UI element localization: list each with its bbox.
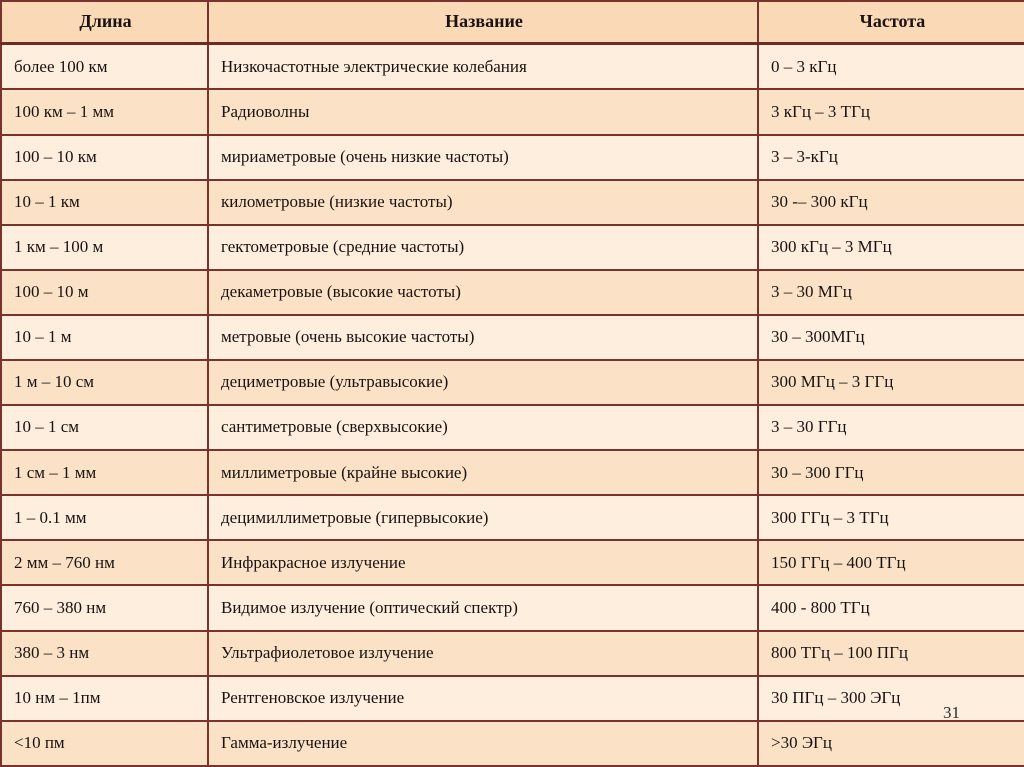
table-body: более 100 км Низкочастотные электрические… (0, 42, 1024, 767)
cell-length: 10 – 1 м (0, 313, 209, 362)
table-row: 100 – 10 м декаметровые (высокие частоты)… (0, 268, 1024, 316)
cell-frequency: 300 ГГц – 3 ТГц (757, 494, 1024, 542)
cell-name: сантиметровые (сверхвысокие) (207, 404, 759, 452)
page-number: 31 (943, 703, 960, 722)
cell-frequency: 150 ГГц – 400 ТГц (757, 539, 1024, 587)
cell-name: декаметровые (высокие частоты) (207, 268, 759, 316)
cell-frequency: 30 ПГц – 300 ЭГц (757, 674, 1024, 722)
cell-name: Низкочастотные электрические колебания (207, 42, 759, 91)
cell-length: 10 нм – 1пм (0, 674, 209, 722)
cell-name: гектометровые (средние частоты) (207, 223, 759, 271)
table-row: 1 м – 10 см дециметровые (ультравысокие) 3… (0, 359, 1024, 407)
cell-length: 760 – 380 нм (0, 584, 209, 632)
cell-name: километровые (низкие частоты) (207, 178, 759, 226)
cell-length: 10 – 1 см (0, 404, 209, 452)
table-row: 10 нм – 1пм Рентгеновское излучение 30 ПГц… (0, 674, 1024, 722)
table-row: 10 – 1 км километровые (низкие частоты) 30… (0, 178, 1024, 226)
cell-name: Ультрафиолетовое излучение (207, 629, 759, 677)
table-row: 2 мм – 760 нм Инфракрасное излучение 150 Г… (0, 539, 1024, 587)
header-frequency: Частота (757, 0, 1024, 45)
table-row: 760 – 380 нм Видимое излучение (оптически… (0, 584, 1024, 632)
header-row: Длина Название Частота (0, 0, 1024, 45)
table-row: 1 км – 100 м гектометровые (средние часто… (0, 223, 1024, 271)
cell-frequency: 3 – 30 ГГц (757, 404, 1024, 452)
cell-frequency: 3 кГц – 3 ТГц (757, 88, 1024, 136)
cell-length: 2 мм – 760 нм (0, 539, 209, 587)
header-name: Название (207, 0, 759, 45)
cell-length: 1 м – 10 см (0, 359, 209, 407)
cell-frequency: 400 - 800 ТГц (757, 584, 1024, 632)
cell-name: Рентгеновское излучение (207, 674, 759, 722)
cell-name: мириаметровые (очень низкие частоты) (207, 133, 759, 181)
table-row: 100 – 10 км мириаметровые (очень низкие ч… (0, 133, 1024, 181)
cell-frequency: 300 кГц – 3 МГц (757, 223, 1024, 271)
cell-length: 380 – 3 нм (0, 629, 209, 677)
cell-length: <10 пм (0, 719, 209, 767)
table-row: 1 см – 1 мм миллиметровые (крайне высокие… (0, 449, 1024, 497)
cell-name: Гамма-излучение (207, 719, 759, 767)
table-row: <10 пм Гамма-излучение >30 ЭГц (0, 719, 1024, 767)
cell-name: Инфракрасное излучение (207, 539, 759, 587)
cell-length: 100 км – 1 мм (0, 88, 209, 136)
cell-frequency: 30 – 300МГц (757, 313, 1024, 362)
cell-frequency: 30 -– 300 кГц (757, 178, 1024, 226)
cell-name: миллиметровые (крайне высокие) (207, 449, 759, 497)
cell-length: 100 – 10 км (0, 133, 209, 181)
cell-length: 10 – 1 км (0, 178, 209, 226)
cell-frequency: 3 – 30 МГц (757, 268, 1024, 316)
table-row: более 100 км Низкочастотные электрические… (0, 42, 1024, 91)
cell-length: более 100 км (0, 42, 209, 91)
cell-name: Видимое излучение (оптический спектр) (207, 584, 759, 632)
cell-length: 100 – 10 м (0, 268, 209, 316)
table-row: 10 – 1 см сантиметровые (сверхвысокие) 3 –… (0, 404, 1024, 452)
cell-frequency: 800 ТГц – 100 ПГц (757, 629, 1024, 677)
header-length: Длина (0, 0, 209, 45)
cell-frequency: 300 МГц – 3 ГГц (757, 359, 1024, 407)
table-row: 380 – 3 нм Ультрафиолетовое излучение 800 … (0, 629, 1024, 677)
cell-name: Радиоволны (207, 88, 759, 136)
cell-frequency: 3 – 3-кГц (757, 133, 1024, 181)
cell-frequency: 30 – 300 ГГц (757, 449, 1024, 497)
cell-length: 1 км – 100 м (0, 223, 209, 271)
cell-name: дециметровые (ультравысокие) (207, 359, 759, 407)
cell-name: децимиллиметровые (гипервысокие) (207, 494, 759, 542)
cell-length: 1 см – 1 мм (0, 449, 209, 497)
table-row: 10 – 1 м метровые (очень высокие частоты)… (0, 313, 1024, 362)
cell-frequency: >30 ЭГц (757, 719, 1024, 767)
table-row: 1 – 0.1 мм децимиллиметровые (гипервысоки… (0, 494, 1024, 542)
cell-name: метровые (очень высокие частоты) (207, 313, 759, 362)
cell-length: 1 – 0.1 мм (0, 494, 209, 542)
table-row: 100 км – 1 мм Радиоволны 3 кГц – 3 ТГц (0, 88, 1024, 136)
cell-frequency: 0 – 3 кГц (757, 42, 1024, 91)
